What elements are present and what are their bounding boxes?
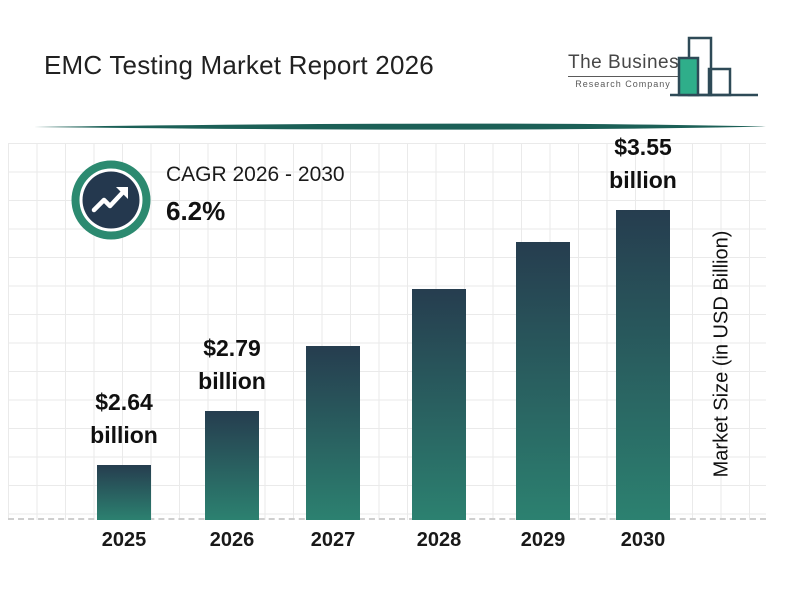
bar-2025 <box>97 465 151 520</box>
page-title: EMC Testing Market Report 2026 <box>44 50 434 80</box>
cagr-value: 6.2% <box>166 196 226 226</box>
value-label-2025: $2.64 billion <box>90 389 158 448</box>
x-tick-2029: 2029 <box>520 529 566 551</box>
value-label-2026: $2.79 billion <box>198 335 266 394</box>
x-tick-2026: 2026 <box>209 529 255 551</box>
bar-2029 <box>516 242 570 520</box>
logo-bars-icon <box>670 36 758 97</box>
cagr-block: CAGR 2026 - 2030 6.2% <box>166 163 345 227</box>
cagr-label: CAGR 2026 - 2030 <box>166 163 345 186</box>
bar-2030 <box>616 210 670 520</box>
bar-2026 <box>205 411 259 520</box>
value-label-2030: $3.55 billion <box>609 134 677 193</box>
x-tick-2028: 2028 <box>416 529 462 551</box>
bar-2027 <box>306 346 360 520</box>
company-logo: The Business Research Company <box>560 30 760 110</box>
logo-name: The Business <box>568 52 689 77</box>
x-axis-baseline <box>8 518 766 520</box>
y-axis-label: Market Size (in USD Billion) <box>710 230 733 478</box>
x-tick-2027: 2027 <box>310 529 356 551</box>
x-tick-2030: 2030 <box>620 529 666 551</box>
x-tick-2025: 2025 <box>101 529 147 551</box>
divider-ribbon <box>34 123 766 130</box>
logo-subtitle: Research Company <box>575 79 671 89</box>
logo-text: The Business Research Company <box>568 52 689 89</box>
trend-up-icon <box>71 160 151 240</box>
bar-2028 <box>412 289 466 520</box>
